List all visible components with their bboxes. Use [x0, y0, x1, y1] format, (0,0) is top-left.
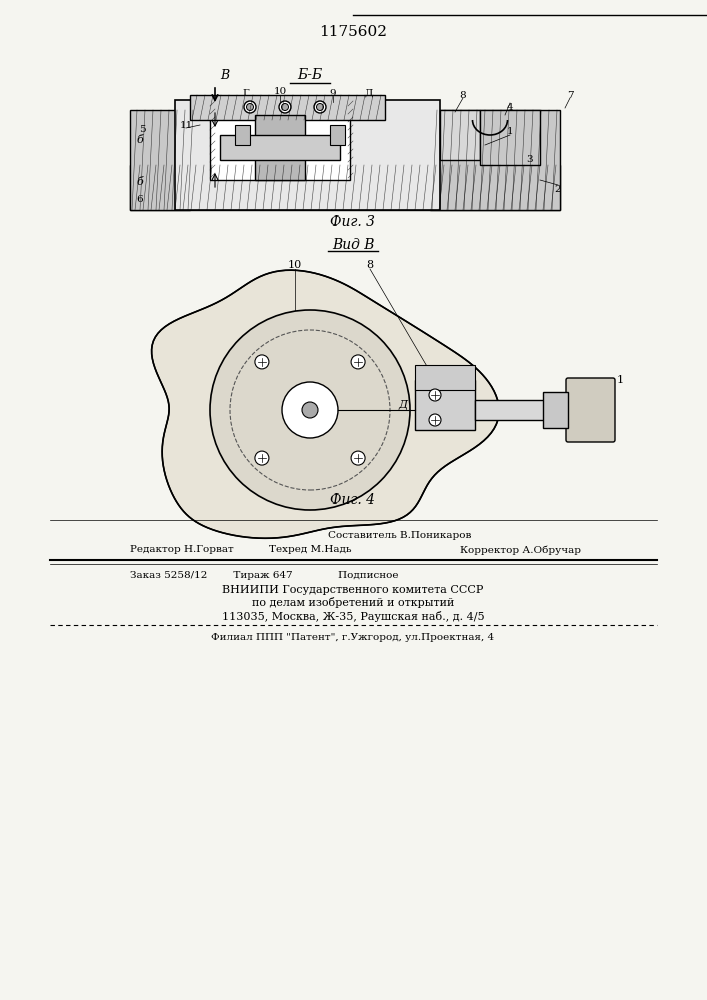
Bar	[210, 100, 350, 180]
Bar	[130, 110, 190, 210]
Text: 2: 2	[555, 186, 561, 194]
Text: 5: 5	[139, 125, 146, 134]
Text: 10: 10	[288, 260, 302, 270]
Text: Вид В: Вид В	[332, 238, 374, 252]
Bar	[480, 110, 540, 165]
Text: ВНИИПИ Государственного комитета СССР: ВНИИПИ Государственного комитета СССР	[222, 585, 484, 595]
Text: 7: 7	[567, 91, 573, 100]
Circle shape	[279, 101, 291, 113]
Circle shape	[302, 402, 318, 418]
Circle shape	[244, 101, 256, 113]
Text: по делам изобретений и открытий: по делам изобретений и открытий	[252, 597, 454, 608]
Text: Д: Д	[399, 400, 407, 410]
Bar	[475, 400, 545, 420]
Bar	[175, 100, 440, 210]
Circle shape	[351, 355, 365, 369]
Text: Корректор А.Обручар: Корректор А.Обручар	[460, 545, 580, 555]
Text: 6: 6	[136, 196, 144, 205]
Circle shape	[314, 101, 326, 113]
Text: 9: 9	[329, 89, 337, 98]
Text: Г: Г	[243, 89, 250, 98]
Text: б: б	[136, 177, 144, 187]
Bar	[543, 392, 568, 428]
Text: Техред М.Надь: Техред М.Надь	[269, 546, 351, 554]
Circle shape	[429, 389, 441, 401]
Text: 113035, Москва, Ж-35, Раушская наб., д. 4/5: 113035, Москва, Ж-35, Раушская наб., д. …	[222, 610, 484, 621]
Circle shape	[255, 451, 269, 465]
Circle shape	[281, 104, 288, 110]
Bar	[430, 110, 560, 210]
Text: 8: 8	[460, 91, 467, 100]
Text: Составитель В.Поникаров: Составитель В.Поникаров	[328, 530, 472, 540]
Circle shape	[255, 355, 269, 369]
Bar	[415, 365, 475, 390]
Text: 4: 4	[507, 104, 513, 112]
Text: Д: Д	[365, 89, 373, 98]
Bar	[235, 125, 250, 145]
Bar	[130, 165, 560, 210]
FancyBboxPatch shape	[566, 378, 615, 442]
Text: 1: 1	[507, 127, 513, 136]
Text: Б-Б: Б-Б	[298, 68, 322, 82]
Circle shape	[351, 451, 365, 465]
Circle shape	[317, 104, 324, 110]
Text: В: В	[220, 69, 229, 82]
Text: Фиг. 3: Фиг. 3	[330, 215, 375, 229]
Circle shape	[210, 310, 410, 510]
Bar	[330, 125, 345, 145]
Text: Редактор Н.Горват: Редактор Н.Горват	[130, 546, 234, 554]
Circle shape	[429, 414, 441, 426]
Text: 3: 3	[527, 155, 533, 164]
Text: 8: 8	[366, 260, 373, 270]
Text: Филиал ППП "Патент", г.Ужгород, ул.Проектная, 4: Филиал ППП "Патент", г.Ужгород, ул.Проек…	[211, 634, 495, 643]
Bar	[440, 110, 480, 160]
Polygon shape	[151, 270, 499, 538]
Circle shape	[282, 382, 338, 438]
Bar	[220, 135, 340, 160]
Bar	[255, 115, 305, 180]
Text: 1175602: 1175602	[319, 25, 387, 39]
Bar	[190, 95, 385, 120]
Circle shape	[247, 104, 254, 110]
Text: Фиг. 4: Фиг. 4	[330, 493, 375, 507]
Text: 1: 1	[617, 375, 624, 385]
Bar	[415, 380, 475, 430]
Text: 11: 11	[180, 120, 192, 129]
Text: Заказ 5258/12        Тираж 647              Подписное: Заказ 5258/12 Тираж 647 Подписное	[130, 570, 399, 580]
Text: б: б	[136, 135, 144, 145]
Text: 10: 10	[274, 88, 286, 97]
